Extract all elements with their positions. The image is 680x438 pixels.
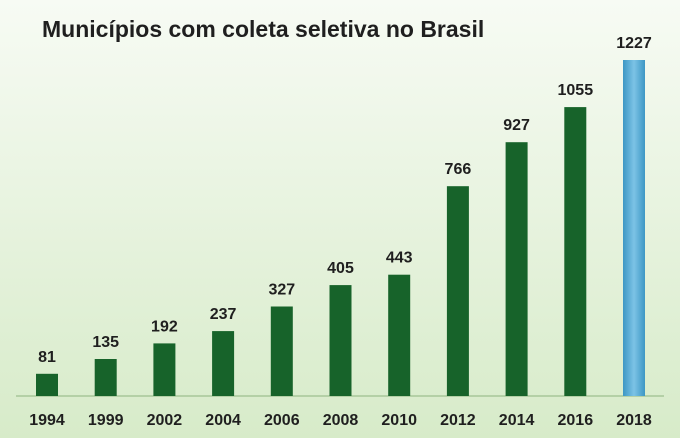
value-label-2018: 1227 [616, 35, 652, 52]
value-label-2014: 927 [503, 117, 530, 134]
bar-2004 [212, 331, 235, 396]
value-label-1999: 135 [92, 334, 119, 351]
value-label-2006: 327 [268, 282, 295, 299]
x-tick-label-2004: 2004 [205, 412, 241, 429]
x-tick-label-2010: 2010 [381, 412, 417, 429]
value-label-2004: 237 [210, 306, 237, 323]
x-tick-label-2006: 2006 [264, 412, 300, 429]
bar-2012 [446, 186, 469, 396]
bar-1999 [94, 359, 117, 396]
chart-title: Municípios com coleta seletiva no Brasil [42, 16, 484, 42]
x-tick-label-2002: 2002 [147, 412, 183, 429]
bars-group [36, 60, 645, 396]
bar-2016 [564, 107, 587, 396]
x-tick-label-2014: 2014 [499, 412, 535, 429]
bar-2018 [623, 60, 645, 396]
value-label-2010: 443 [386, 250, 413, 267]
value-label-2002: 192 [151, 318, 178, 335]
bar-2002 [153, 343, 176, 396]
x-tick-label-2008: 2008 [323, 412, 359, 429]
bar-2010 [388, 274, 411, 396]
value-label-2012: 766 [445, 161, 472, 178]
value-label-1994: 81 [38, 349, 56, 366]
x-tick-label-2016: 2016 [558, 412, 594, 429]
bar-2014 [505, 142, 528, 396]
bar-2008 [329, 285, 352, 396]
value-labels-group: 81 135 192 237 327 405 443 766 927 1055 1227 [38, 35, 652, 366]
value-label-2008: 405 [327, 260, 354, 277]
x-tick-label-2012: 2012 [440, 412, 476, 429]
x-tick-labels-group: 1994 1999 2002 2004 2006 2008 2010 2012 2014 2016… [29, 412, 652, 429]
x-tick-label-2018: 2018 [616, 412, 652, 429]
value-label-2016: 1055 [558, 82, 594, 99]
bar-1994 [36, 373, 58, 396]
x-tick-label-1999: 1999 [88, 412, 124, 429]
bar-2006 [270, 306, 293, 396]
x-tick-label-1994: 1994 [29, 412, 65, 429]
